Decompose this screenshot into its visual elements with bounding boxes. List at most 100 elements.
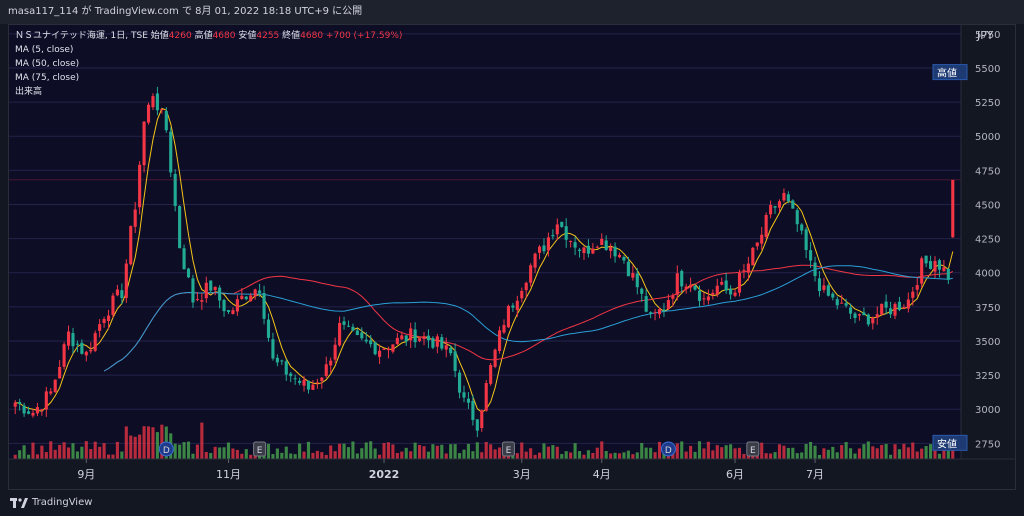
volume-bar — [93, 441, 97, 459]
candle-body — [218, 287, 222, 301]
y-tick-label: 4750 — [975, 166, 1000, 177]
volume-bar — [920, 448, 924, 459]
price-chart[interactable]: JPY 2750 3000 3250 3500 3750 4000 4250 4500 4750 5… — [9, 25, 1015, 489]
volume-bar — [431, 444, 435, 459]
volume-bar — [35, 454, 39, 459]
candle-body — [577, 249, 582, 252]
volume-bar — [186, 441, 191, 459]
candle-body — [537, 246, 542, 253]
volume-bar — [355, 453, 359, 459]
candle-body — [271, 339, 275, 359]
open-value: 4260 — [168, 31, 192, 41]
volume-bar — [173, 443, 177, 459]
volume-bar — [338, 443, 342, 459]
volume-bar — [764, 453, 768, 459]
candle-body — [453, 351, 457, 372]
candle-body — [120, 290, 124, 299]
symbol-name[interactable]: ＮＳユナイテッド海運, 1日, TSE — [15, 31, 148, 41]
volume-bar — [866, 441, 870, 459]
volume-bar — [18, 450, 22, 459]
candle-body — [675, 273, 679, 295]
candle-body — [649, 312, 653, 314]
candle-body — [275, 357, 279, 363]
candle-body — [533, 253, 537, 268]
candle-body — [569, 240, 573, 242]
low-value: 4255 — [256, 31, 280, 41]
candle-body — [151, 96, 155, 108]
candle-body — [564, 226, 568, 240]
volume-bar — [657, 441, 662, 459]
volume-bar — [342, 443, 346, 459]
candle-body — [231, 310, 235, 315]
volume-bar — [231, 448, 235, 459]
time-axis-bg — [9, 459, 1015, 489]
y-tick-label: 4250 — [975, 235, 1000, 246]
volume-bar — [729, 444, 733, 459]
legend-ma50[interactable]: MA (50, close) — [15, 59, 80, 69]
candle-body — [302, 379, 306, 386]
volume-bar — [924, 446, 928, 459]
legend-ma75[interactable]: MA (75, close) — [15, 73, 80, 83]
volume-bar — [604, 451, 608, 459]
candle-body — [111, 295, 115, 315]
candle-body — [617, 254, 622, 258]
candle-body — [600, 238, 604, 246]
candle-body — [791, 200, 795, 209]
volume-bar — [675, 443, 679, 459]
candle-body — [546, 237, 550, 251]
volume-bar — [102, 443, 106, 459]
volume-bar — [306, 441, 311, 459]
candle-body — [773, 206, 777, 208]
candle-body — [173, 173, 177, 206]
volume-bar — [493, 449, 497, 459]
candle-body — [764, 215, 768, 237]
volume-bar — [889, 454, 893, 459]
event-marker-label: D — [665, 446, 672, 456]
volume-bar — [844, 442, 848, 459]
volume-bar — [742, 453, 746, 459]
volume-bar — [769, 453, 773, 459]
candle-body — [657, 309, 662, 315]
volume-bar — [804, 443, 808, 459]
volume-bar — [275, 448, 279, 459]
volume-bar — [760, 442, 764, 459]
volume-bar — [280, 452, 284, 459]
chart-panel[interactable]: JPY 2750 3000 3250 3500 3750 4000 4250 4500 4750 5… — [8, 24, 1016, 490]
candle-body — [755, 242, 759, 247]
candle-body — [702, 298, 706, 300]
volume-bar — [449, 444, 453, 459]
x-tick-label: 11月 — [216, 468, 241, 481]
candle-body — [875, 314, 879, 318]
legend-ma5[interactable]: MA (5, close) — [15, 45, 74, 55]
volume-bar — [560, 454, 564, 459]
event-marker-label: E — [750, 446, 756, 456]
candle-body — [346, 325, 351, 327]
volume-bar — [693, 451, 697, 459]
candle-body — [622, 256, 626, 261]
volume-bar — [782, 445, 786, 459]
legend-volume[interactable]: 出来高 — [15, 87, 43, 97]
volume-bar — [635, 452, 639, 459]
candle-body — [751, 247, 755, 266]
volume-bar — [289, 453, 293, 459]
volume-bar — [151, 427, 155, 459]
candle-body — [53, 379, 57, 392]
volume-bar — [777, 444, 782, 459]
candle-body — [80, 342, 84, 354]
y-tick-label: 4000 — [975, 269, 1000, 280]
candle-body — [355, 330, 359, 336]
volume-bar — [111, 454, 115, 459]
candle-body — [489, 365, 493, 384]
event-marker-label: E — [257, 446, 263, 456]
volume-bar — [733, 448, 737, 459]
ma-line-5 — [15, 107, 954, 413]
candle-body — [906, 299, 910, 309]
volume-bar — [529, 448, 533, 459]
candle-body — [604, 240, 608, 250]
volume-bar — [715, 445, 719, 459]
volume-bar — [737, 447, 742, 459]
volume-bar — [649, 447, 653, 459]
tradingview-logo-icon — [10, 498, 28, 508]
volume-bar — [142, 426, 146, 459]
candle-body — [400, 335, 404, 340]
